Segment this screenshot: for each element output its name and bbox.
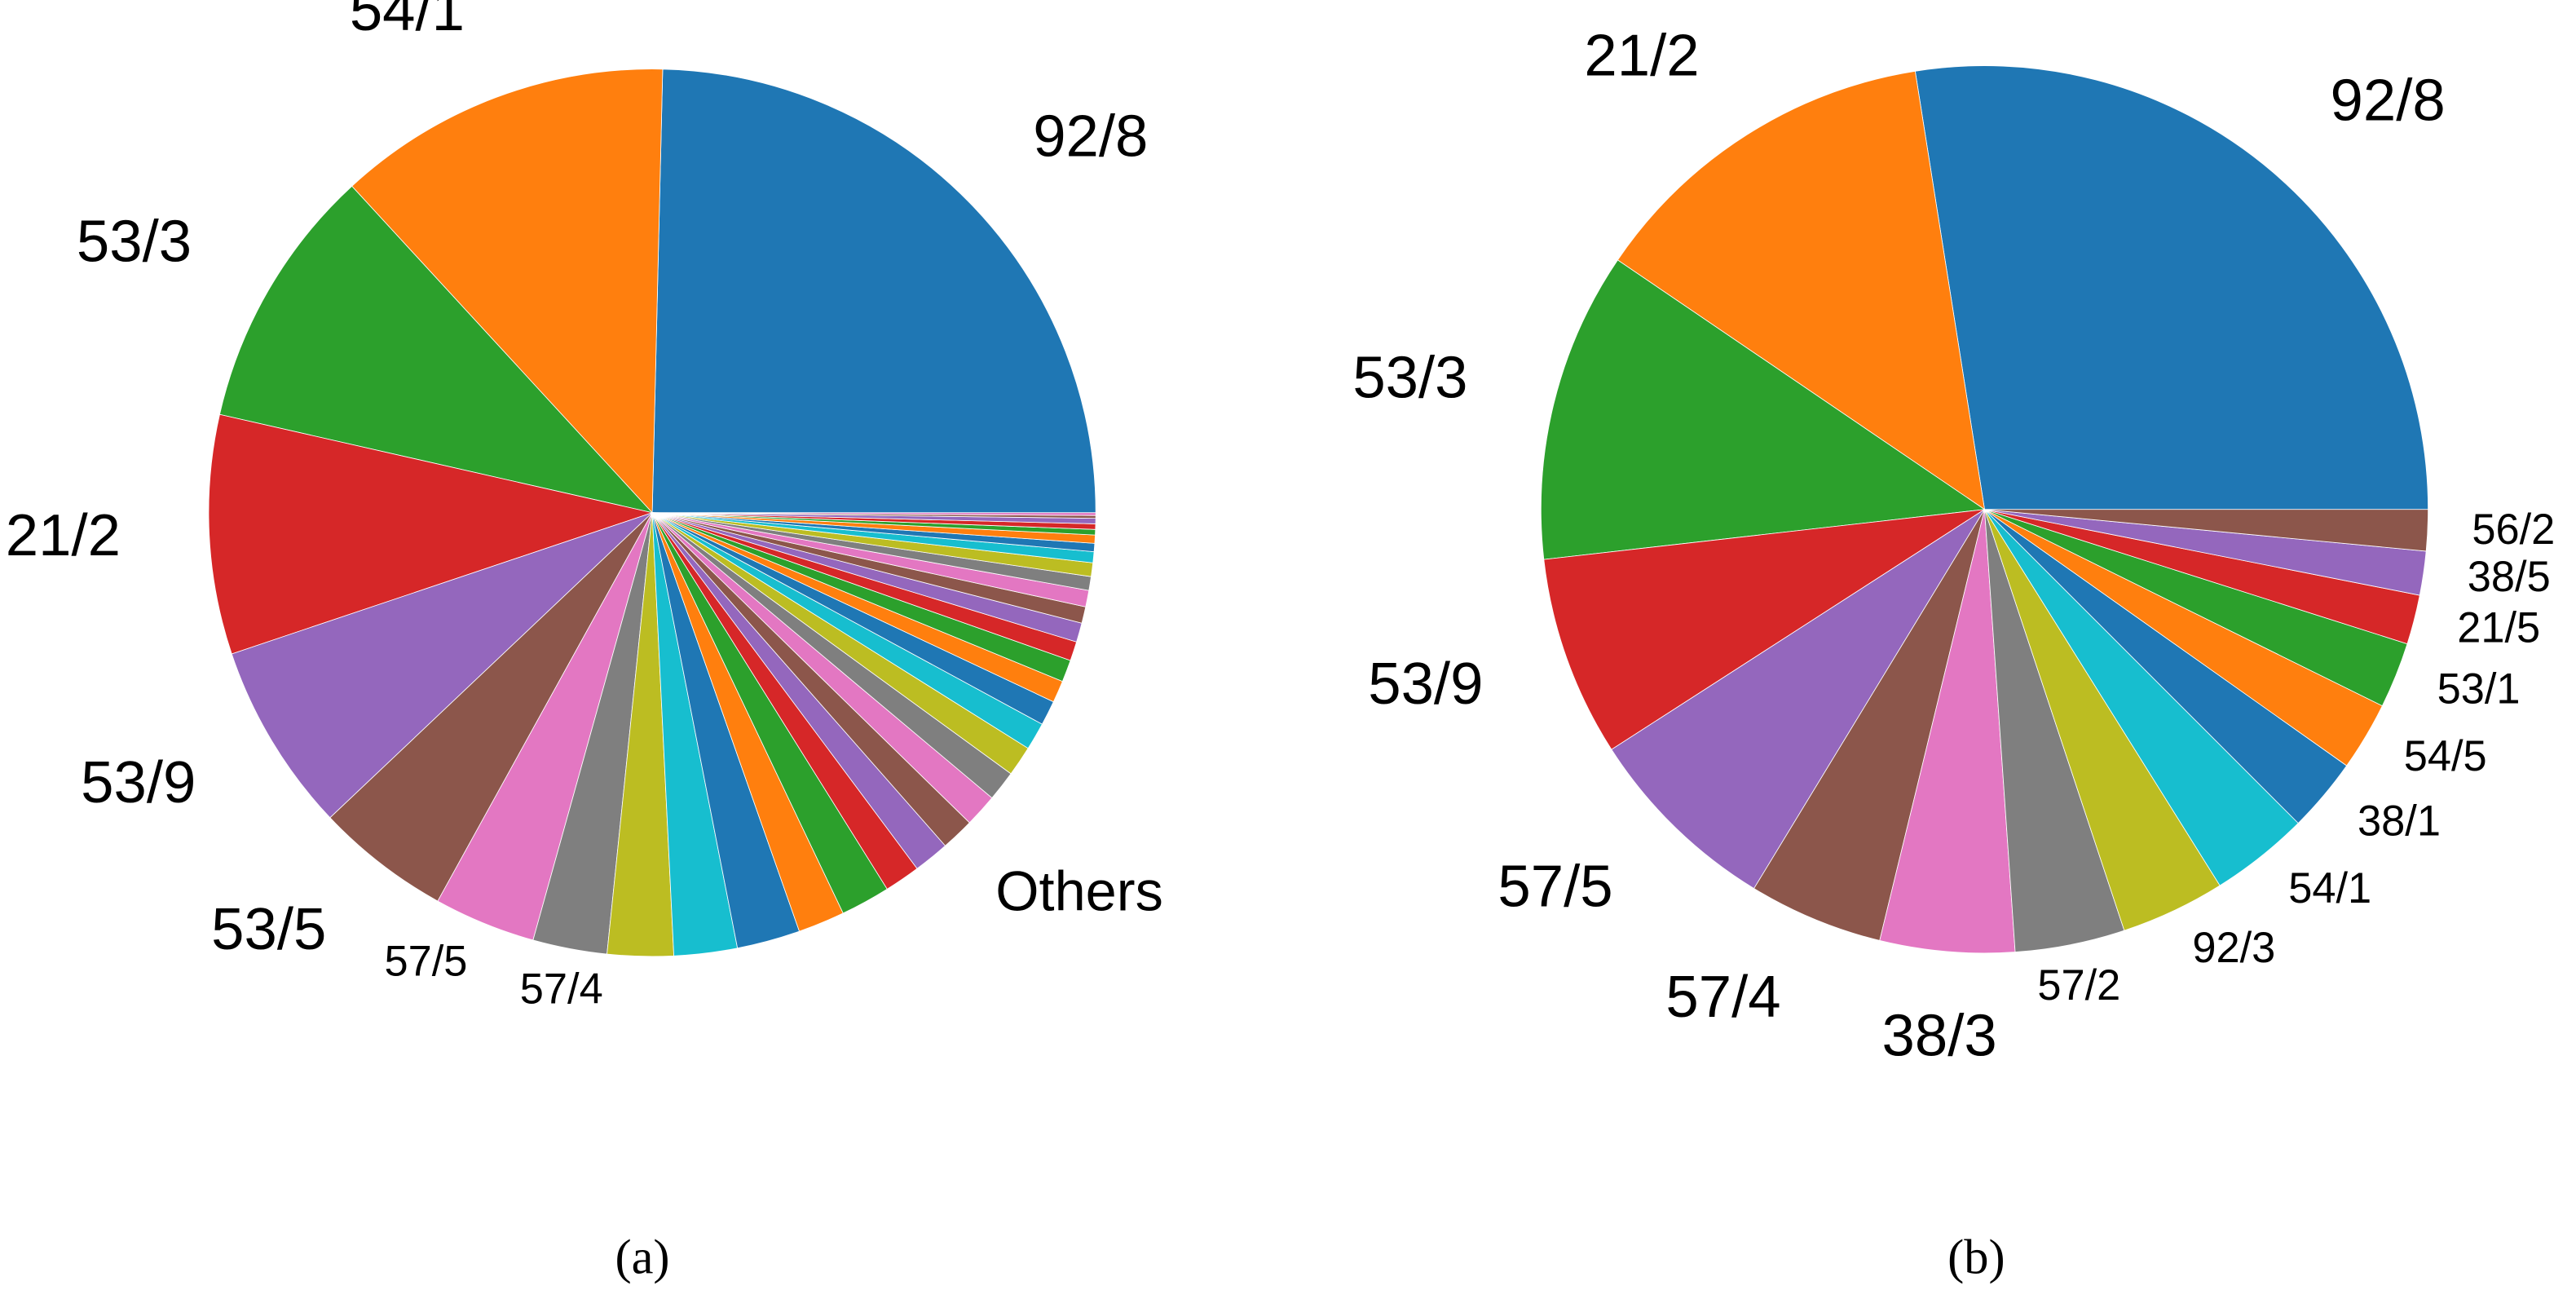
slice-label: 38/3 [1882,1003,1997,1069]
slice-label: 53/3 [77,209,192,275]
pie-slice [651,68,1096,514]
annotation: Others [995,859,1163,922]
pie-slice [1753,509,1985,941]
slice-label: 57/2 [2037,962,2120,1009]
slice-label: 53/1 [2437,665,2521,713]
slice-label: 38/5 [2468,554,2551,601]
pie-slice [231,512,653,819]
slice-label: 38/1 [2358,797,2441,845]
pie-slice [1617,70,1986,510]
slice-label: 54/1 [350,0,465,43]
pie-slice [329,512,653,902]
slice-label: 92/8 [2331,67,2446,133]
slice-label: 53/5 [211,896,326,962]
pie-slice [208,413,654,655]
pie-slice [1540,259,1986,560]
caption: (b) [1947,1230,2005,1285]
pie-slice [652,512,1096,516]
slice-label: 57/4 [1665,964,1780,1030]
pie-slice [1611,509,1985,890]
slice-label: 56/2 [2472,506,2555,554]
caption: (a) [615,1230,669,1285]
slice-label: 53/9 [81,749,196,815]
slice-label: 21/2 [1584,23,1699,89]
slice-label: 92/8 [1033,104,1148,170]
pie-slice [1543,509,1985,750]
pie-slice [1984,509,2429,552]
slice-label: 54/5 [2404,733,2487,780]
pie-slice [1914,65,2429,510]
slice-label: 53/3 [1352,344,1467,410]
pie-slice [1879,509,2016,954]
slice-label: 54/1 [2288,865,2371,912]
pie-slice [351,68,664,514]
slice-label: 57/5 [384,939,467,986]
slice-label: 21/2 [6,502,121,568]
slice-label: 57/5 [1498,853,1612,919]
pie-slice [218,185,654,514]
slice-label: 53/9 [1368,651,1483,717]
slice-label: 57/4 [520,966,603,1014]
slice-label: 21/5 [2457,604,2540,652]
slice-label: 92/3 [2192,925,2275,972]
